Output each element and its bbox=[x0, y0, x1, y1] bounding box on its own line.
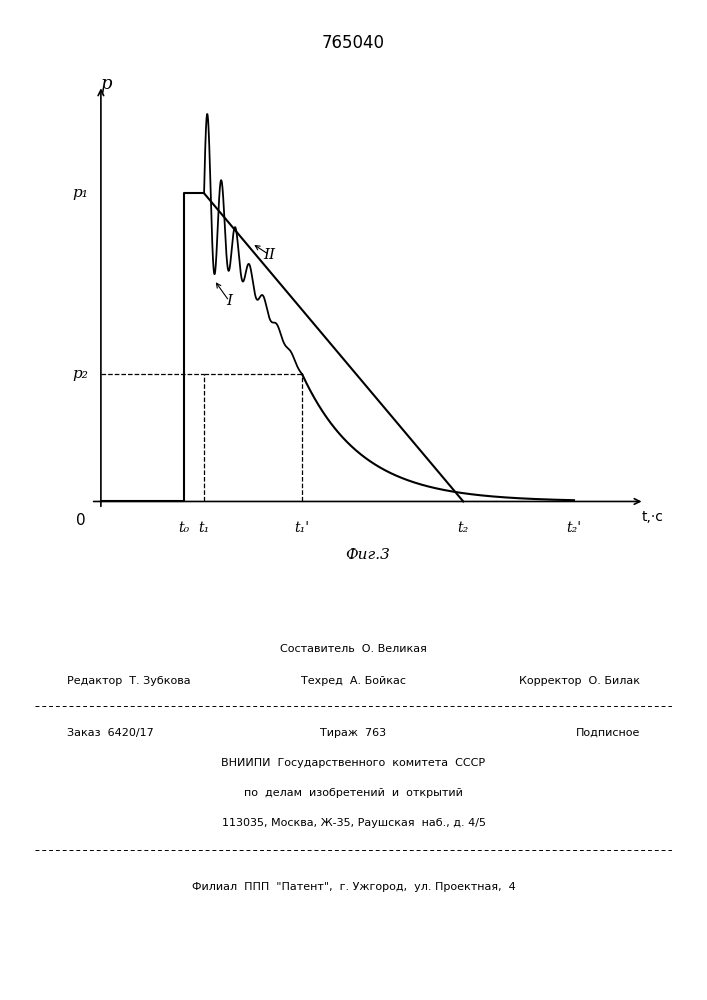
Text: t₁': t₁' bbox=[295, 521, 310, 535]
Text: Тираж  763: Тираж 763 bbox=[320, 728, 387, 738]
Text: II: II bbox=[264, 248, 276, 262]
Text: t₂: t₂ bbox=[457, 521, 469, 535]
Text: p₂: p₂ bbox=[72, 367, 88, 381]
Text: по  делам  изобретений  и  открытий: по делам изобретений и открытий bbox=[244, 788, 463, 798]
Text: Корректор  О. Билак: Корректор О. Билак bbox=[519, 676, 640, 686]
Text: I: I bbox=[226, 294, 232, 308]
Text: 113035, Москва, Ж-35, Раушская  наб., д. 4/5: 113035, Москва, Ж-35, Раушская наб., д. … bbox=[221, 818, 486, 828]
Text: Подписное: Подписное bbox=[575, 728, 640, 738]
Text: Филиал  ППП  "Патент",  г. Ужгород,  ул. Проектная,  4: Филиал ППП "Патент", г. Ужгород, ул. Про… bbox=[192, 882, 515, 892]
Text: 0: 0 bbox=[76, 513, 86, 528]
Text: Фиг.3: Фиг.3 bbox=[345, 548, 390, 562]
Text: Техред  А. Бойкас: Техред А. Бойкас bbox=[301, 676, 406, 686]
Text: 765040: 765040 bbox=[322, 34, 385, 52]
Text: p: p bbox=[100, 75, 112, 93]
Text: t₂': t₂' bbox=[566, 521, 582, 535]
Text: t₁: t₁ bbox=[199, 521, 210, 535]
Text: Составитель  О. Великая: Составитель О. Великая bbox=[280, 644, 427, 654]
Text: t,·c: t,·c bbox=[642, 510, 664, 524]
Text: p₁: p₁ bbox=[72, 186, 88, 200]
Text: Редактор  Т. Зубкова: Редактор Т. Зубкова bbox=[67, 676, 191, 686]
Text: ВНИИПИ  Государственного  комитета  СССР: ВНИИПИ Государственного комитета СССР bbox=[221, 758, 486, 768]
Text: Заказ  6420/17: Заказ 6420/17 bbox=[67, 728, 154, 738]
Text: t₀: t₀ bbox=[178, 521, 189, 535]
